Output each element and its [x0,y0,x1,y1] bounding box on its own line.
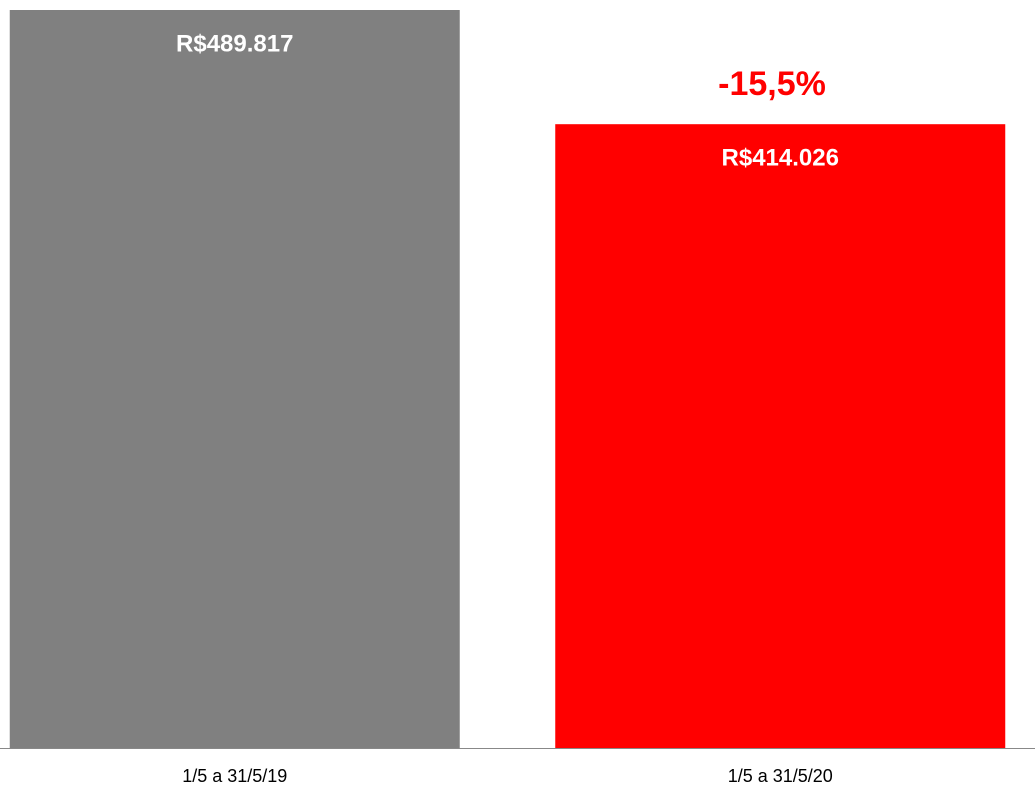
value-label: R$414.026 [722,145,839,172]
x-tick-label: 1/5 a 31/5/20 [728,766,833,786]
bar [555,124,1006,748]
x-tick-label: 1/5 a 31/5/19 [182,766,287,786]
value-label: R$489.817 [176,30,293,57]
bar [9,10,460,748]
change-annotation: -15,5% [718,65,826,103]
